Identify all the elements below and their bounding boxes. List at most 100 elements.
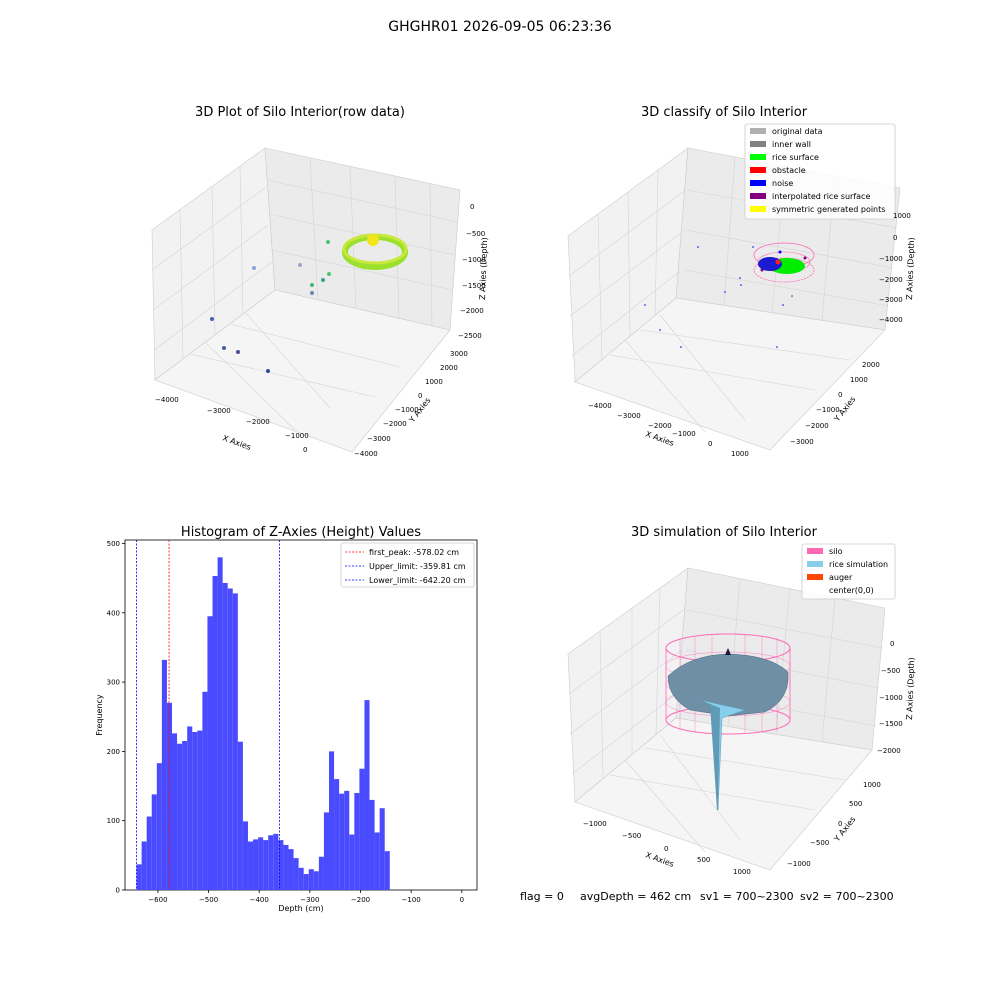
histogram-bar bbox=[177, 743, 183, 890]
y-tick-labels: 1000 500 0 −500 −1000 bbox=[787, 781, 881, 868]
histogram-bar bbox=[349, 834, 355, 890]
center-marker bbox=[725, 648, 731, 655]
rice-simulation-surface bbox=[667, 648, 789, 811]
svg-text:−500: −500 bbox=[622, 832, 641, 840]
svg-text:−4000: −4000 bbox=[155, 396, 179, 404]
svg-text:noise: noise bbox=[772, 179, 793, 188]
z-tick-labels: 1000 0 −1000 −2000 −3000 −4000 bbox=[879, 212, 911, 324]
x-tick-label: −600 bbox=[148, 896, 167, 904]
svg-text:−1000: −1000 bbox=[879, 694, 903, 702]
x-tick-labels: −1000 −500 0 500 1000 bbox=[583, 820, 751, 876]
svg-text:interpolated rice surface: interpolated rice surface bbox=[772, 192, 870, 201]
svg-text:2000: 2000 bbox=[440, 364, 458, 372]
histogram-bar bbox=[136, 864, 142, 890]
y-tick-labels: 2000 1000 0 −1000 −2000 −3000 bbox=[790, 361, 880, 446]
svg-text:inner wall: inner wall bbox=[772, 140, 811, 149]
svg-text:−4000: −4000 bbox=[354, 450, 378, 458]
x-axis-label: X Axies bbox=[221, 433, 252, 452]
x-tick-label: 0 bbox=[460, 896, 464, 904]
svg-text:−2000: −2000 bbox=[648, 422, 672, 430]
svg-text:500: 500 bbox=[849, 800, 862, 808]
sv2-range: sv2 = 700~2300 bbox=[800, 890, 894, 903]
legend: silo rice simulation auger center(0,0) bbox=[801, 543, 896, 600]
x-tick-labels: −4000 −3000 −2000 −1000 0 1000 bbox=[588, 402, 749, 458]
svg-text:−3000: −3000 bbox=[879, 296, 903, 304]
histogram-bar bbox=[339, 793, 345, 890]
panel-title: 3D Plot of Silo Interior(row data) bbox=[195, 105, 405, 120]
histogram-bar bbox=[212, 576, 218, 890]
flag-status: flag = 0 bbox=[520, 890, 564, 903]
panel-title: 3D simulation of Silo Interior bbox=[631, 525, 818, 540]
histogram-bar bbox=[273, 833, 279, 890]
status-line: flag = 0 avgDepth = 462 cm sv1 = 700~230… bbox=[520, 890, 894, 903]
histogram-bar bbox=[247, 841, 254, 890]
svg-text:−2000: −2000 bbox=[879, 276, 903, 284]
svg-text:−3000: −3000 bbox=[617, 412, 641, 420]
svg-text:−500: −500 bbox=[881, 667, 900, 675]
panel-3d-raw: 3D Plot of Silo Interior(row data) bbox=[151, 105, 489, 458]
panel-title: 3D classify of Silo Interior bbox=[641, 105, 808, 120]
svg-text:500: 500 bbox=[697, 856, 710, 864]
classified-point-cloud bbox=[644, 242, 815, 348]
histogram-bar bbox=[161, 659, 167, 890]
svg-text:1000: 1000 bbox=[893, 212, 911, 220]
histogram-bar bbox=[298, 867, 304, 890]
histogram-bar bbox=[303, 874, 309, 890]
x-tick-label: −400 bbox=[250, 896, 269, 904]
histogram-bar bbox=[384, 851, 390, 890]
svg-text:−1000: −1000 bbox=[787, 860, 811, 868]
histogram-bar bbox=[359, 768, 365, 890]
svg-text:−2500: −2500 bbox=[458, 332, 482, 340]
raw-point-cloud bbox=[210, 233, 408, 373]
svg-text:1000: 1000 bbox=[863, 781, 881, 789]
svg-text:3000: 3000 bbox=[450, 350, 468, 358]
y-tick-label: 300 bbox=[107, 679, 120, 687]
histogram-bar bbox=[237, 741, 243, 890]
histogram-bar bbox=[329, 751, 335, 890]
x-tick-labels: −4000 −3000 −2000 −1000 0 bbox=[155, 396, 309, 454]
svg-text:2000: 2000 bbox=[862, 361, 880, 369]
legend: original data inner wall rice surface ob… bbox=[744, 123, 896, 220]
y-ticks: 0 100 200 300 400 500 bbox=[107, 540, 125, 895]
svg-text:first_peak: -578.02 cm: first_peak: -578.02 cm bbox=[369, 548, 459, 557]
histogram-bar bbox=[141, 841, 147, 890]
histogram-bar bbox=[166, 702, 172, 890]
histogram-bar bbox=[253, 839, 259, 890]
svg-text:1000: 1000 bbox=[733, 868, 751, 876]
svg-text:0: 0 bbox=[708, 440, 712, 448]
histogram-bar bbox=[207, 616, 213, 890]
sv1-range: sv1 = 700~2300 bbox=[700, 890, 794, 903]
svg-text:Upper_limit: -359.81 cm: Upper_limit: -359.81 cm bbox=[369, 562, 466, 571]
svg-text:0: 0 bbox=[890, 640, 894, 648]
svg-text:−1000: −1000 bbox=[462, 256, 486, 264]
histogram-bar bbox=[217, 557, 223, 890]
histogram-bar bbox=[374, 832, 380, 890]
panel-histogram: Histogram of Z-Axies (Height) Values −60… bbox=[95, 525, 478, 913]
histogram-bar bbox=[318, 856, 324, 890]
z-tick-labels: 0 −500 −1000 −1500 −2000 bbox=[877, 640, 903, 755]
y-axis-label: Frequency bbox=[95, 694, 104, 736]
z-axis-label: Z Axies (Depth) bbox=[905, 237, 916, 300]
histogram-bar bbox=[187, 726, 193, 890]
panel-3d-simulation: 3D simulation of Silo Interior bbox=[567, 525, 916, 876]
y-tick-label: 100 bbox=[107, 817, 120, 825]
x-tick-label: −200 bbox=[351, 896, 370, 904]
svg-text:0: 0 bbox=[893, 234, 897, 242]
svg-text:−1500: −1500 bbox=[879, 720, 903, 728]
histogram-bar bbox=[313, 871, 319, 890]
svg-text:0: 0 bbox=[418, 392, 422, 400]
histogram-bar bbox=[156, 763, 162, 890]
legend: first_peak: -578.02 cm Upper_limit: -359… bbox=[340, 542, 475, 588]
avg-depth: avgDepth = 462 cm bbox=[580, 890, 691, 903]
svg-text:−2000: −2000 bbox=[877, 747, 901, 755]
svg-text:−1000: −1000 bbox=[672, 430, 696, 438]
histogram-bar bbox=[172, 733, 178, 890]
histogram-bar bbox=[192, 731, 198, 890]
histogram-bar bbox=[283, 844, 289, 890]
histogram-bar bbox=[227, 588, 233, 890]
histogram-bar bbox=[263, 840, 269, 890]
y-tick-label: 0 bbox=[116, 887, 120, 895]
histogram-bar bbox=[308, 869, 314, 890]
z-axis-label: Z Axies (Depth) bbox=[905, 657, 916, 720]
